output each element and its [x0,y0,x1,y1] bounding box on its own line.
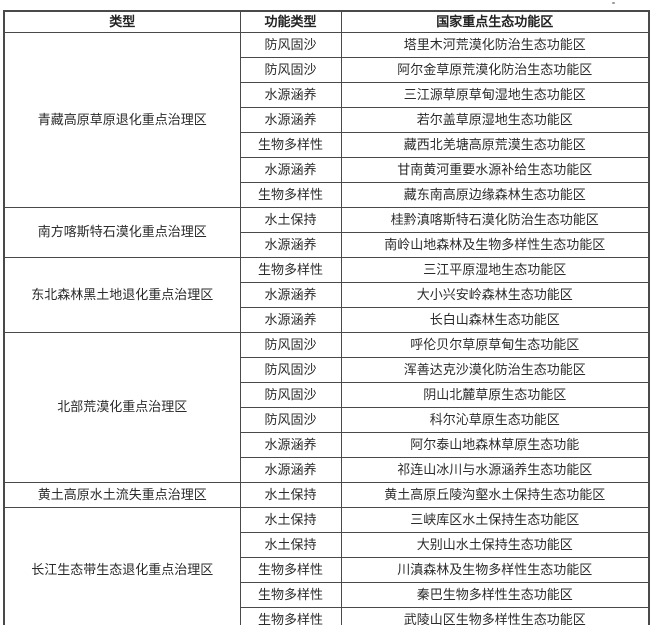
col-header-type: 类型 [3,10,241,33]
eco-function-table: 类型 功能类型 国家重点生态功能区 青藏高原草原退化重点治理区 防风固沙 塔里木… [3,10,650,625]
table-row: 生物多样性 藏西北羌塘高原荒漠生态功能区 [4,132,650,158]
function-type-cell: 水土保持 [239,482,342,508]
function-type-cell: 防风固沙 [239,57,342,83]
function-type-cell: 生物多样性 [239,182,342,208]
function-type-cell: 生物多样性 [239,582,342,608]
header-row: 类型 功能类型 国家重点生态功能区 [3,10,650,33]
zone-cell: 科尔沁草原生态功能区 [340,407,650,433]
type-cell: 东北森林黑土地退化重点治理区 [3,257,241,333]
table-row: 水土保持 大别山水土保持生态功能区 [4,532,650,558]
function-type-cell: 水源涵养 [239,232,342,258]
function-type-cell: 防风固沙 [239,332,342,358]
zone-cell: 甘南黄河重要水源补给生态功能区 [340,157,650,183]
table-row: 水源涵养 南岭山地森林及生物多样性生态功能区 [4,232,650,258]
table-row: 南方喀斯特石漠化重点治理区 水土保持 桂黔滇喀斯特石漠化防治生态功能区 [3,207,650,258]
zone-cell: 浑善达克沙漠化防治生态功能区 [340,357,650,383]
table-row: 长江生态带生态退化重点治理区 水土保持 三峡库区水土保持生态功能区 [3,507,650,625]
function-type-cell: 生物多样性 [239,607,342,625]
col-header-zone: 国家重点生态功能区 [340,10,650,33]
type-cell: 青藏高原草原退化重点治理区 [3,32,241,208]
zone-cell: 黄土高原丘陵沟壑水土保持生态功能区 [340,482,650,508]
table-row: 水源涵养 若尔盖草原湿地生态功能区 [4,107,650,133]
table-row: 黄土高原水土流失重点治理区 水土保持 黄土高原丘陵沟壑水土保持生态功能区 [3,482,650,508]
table-row: 水源涵养 阿尔泰山地森林草原生态功能 [4,432,650,458]
zone-cell: 川滇森林及生物多样性生态功能区 [340,557,650,583]
table-row: 防风固沙 阿尔金草原荒漠化防治生态功能区 [4,57,650,83]
function-type-cell: 生物多样性 [239,132,342,158]
function-type-cell: 水源涵养 [239,82,342,108]
function-type-cell: 防风固沙 [239,407,342,433]
zone-cell: 南岭山地森林及生物多样性生态功能区 [340,232,650,258]
zone-cell: 武陵山区生物多样性生态功能区 [340,607,650,625]
zone-cell: 长白山森林生态功能区 [340,307,650,333]
table-row: 生物多样性 藏东南高原边缘森林生态功能区 [4,182,650,208]
table-row: 水源涵养 大小兴安岭森林生态功能区 [4,282,650,308]
function-type-cell: 生物多样性 [239,557,342,583]
table-row: 青藏高原草原退化重点治理区 防风固沙 塔里木河荒漠化防治生态功能区 [3,32,650,208]
zone-cell: 大别山水土保持生态功能区 [340,532,650,558]
zone-cell: 桂黔滇喀斯特石漠化防治生态功能区 [340,207,650,233]
table-row: 水源涵养 祁连山冰川与水源涵养生态功能区 [4,457,650,483]
function-type-cell: 水源涵养 [239,432,342,458]
zone-cell: 阴山北麓草原生态功能区 [340,382,650,408]
table-row: 生物多样性 武陵山区生物多样性生态功能区 [4,607,650,625]
zone-cell: 藏西北羌塘高原荒漠生态功能区 [340,132,650,158]
function-type-cell: 防风固沙 [239,32,342,58]
type-cell: 南方喀斯特石漠化重点治理区 [3,207,241,258]
function-type-cell: 防风固沙 [239,357,342,383]
zone-cell: 藏东南高原边缘森林生态功能区 [340,182,650,208]
table-row: 防风固沙 科尔沁草原生态功能区 [4,407,650,433]
zone-cell: 三峡库区水土保持生态功能区 [340,507,650,533]
function-type-cell: 水源涵养 [239,457,342,483]
col-header-function-type: 功能类型 [239,10,342,33]
zone-cell: 三江源草原草甸湿地生态功能区 [340,82,650,108]
function-type-cell: 防风固沙 [239,382,342,408]
function-type-cell: 水源涵养 [239,307,342,333]
zone-cell: 秦巴生物多样性生态功能区 [340,582,650,608]
table-container: 类型 功能类型 国家重点生态功能区 青藏高原草原退化重点治理区 防风固沙 塔里木… [3,10,650,625]
table-row: 水源涵养 三江源草原草甸湿地生态功能区 [4,82,650,108]
zone-cell: 若尔盖草原湿地生态功能区 [340,107,650,133]
type-cell: 黄土高原水土流失重点治理区 [3,482,241,508]
function-type-cell: 水土保持 [239,532,342,558]
table-row: 水源涵养 甘南黄河重要水源补给生态功能区 [4,157,650,183]
type-cell: 长江生态带生态退化重点治理区 [3,507,241,625]
function-type-cell: 水源涵养 [239,157,342,183]
function-type-cell: 水源涵养 [239,282,342,308]
zone-cell: 阿尔金草原荒漠化防治生态功能区 [340,57,650,83]
table-row: 防风固沙 浑善达克沙漠化防治生态功能区 [4,357,650,383]
function-type-cell: 生物多样性 [239,257,342,283]
table-row: 北部荒漠化重点治理区 防风固沙 呼伦贝尔草原草甸生态功能区 [3,332,650,483]
table-row: 生物多样性 秦巴生物多样性生态功能区 [4,582,650,608]
type-cell: 北部荒漠化重点治理区 [3,332,241,483]
zone-cell: 阿尔泰山地森林草原生态功能 [340,432,650,458]
speck-artifact [612,2,615,4]
zone-cell: 三江平原湿地生态功能区 [340,257,650,283]
zone-cell: 祁连山冰川与水源涵养生态功能区 [340,457,650,483]
zone-cell: 塔里木河荒漠化防治生态功能区 [340,32,650,58]
function-type-cell: 水土保持 [239,507,342,533]
zone-cell: 大小兴安岭森林生态功能区 [340,282,650,308]
table-row: 东北森林黑土地退化重点治理区 生物多样性 三江平原湿地生态功能区 [3,257,650,333]
function-type-cell: 水源涵养 [239,107,342,133]
zone-cell: 呼伦贝尔草原草甸生态功能区 [340,332,650,358]
table-row: 生物多样性 川滇森林及生物多样性生态功能区 [4,557,650,583]
function-type-cell: 水土保持 [239,207,342,233]
